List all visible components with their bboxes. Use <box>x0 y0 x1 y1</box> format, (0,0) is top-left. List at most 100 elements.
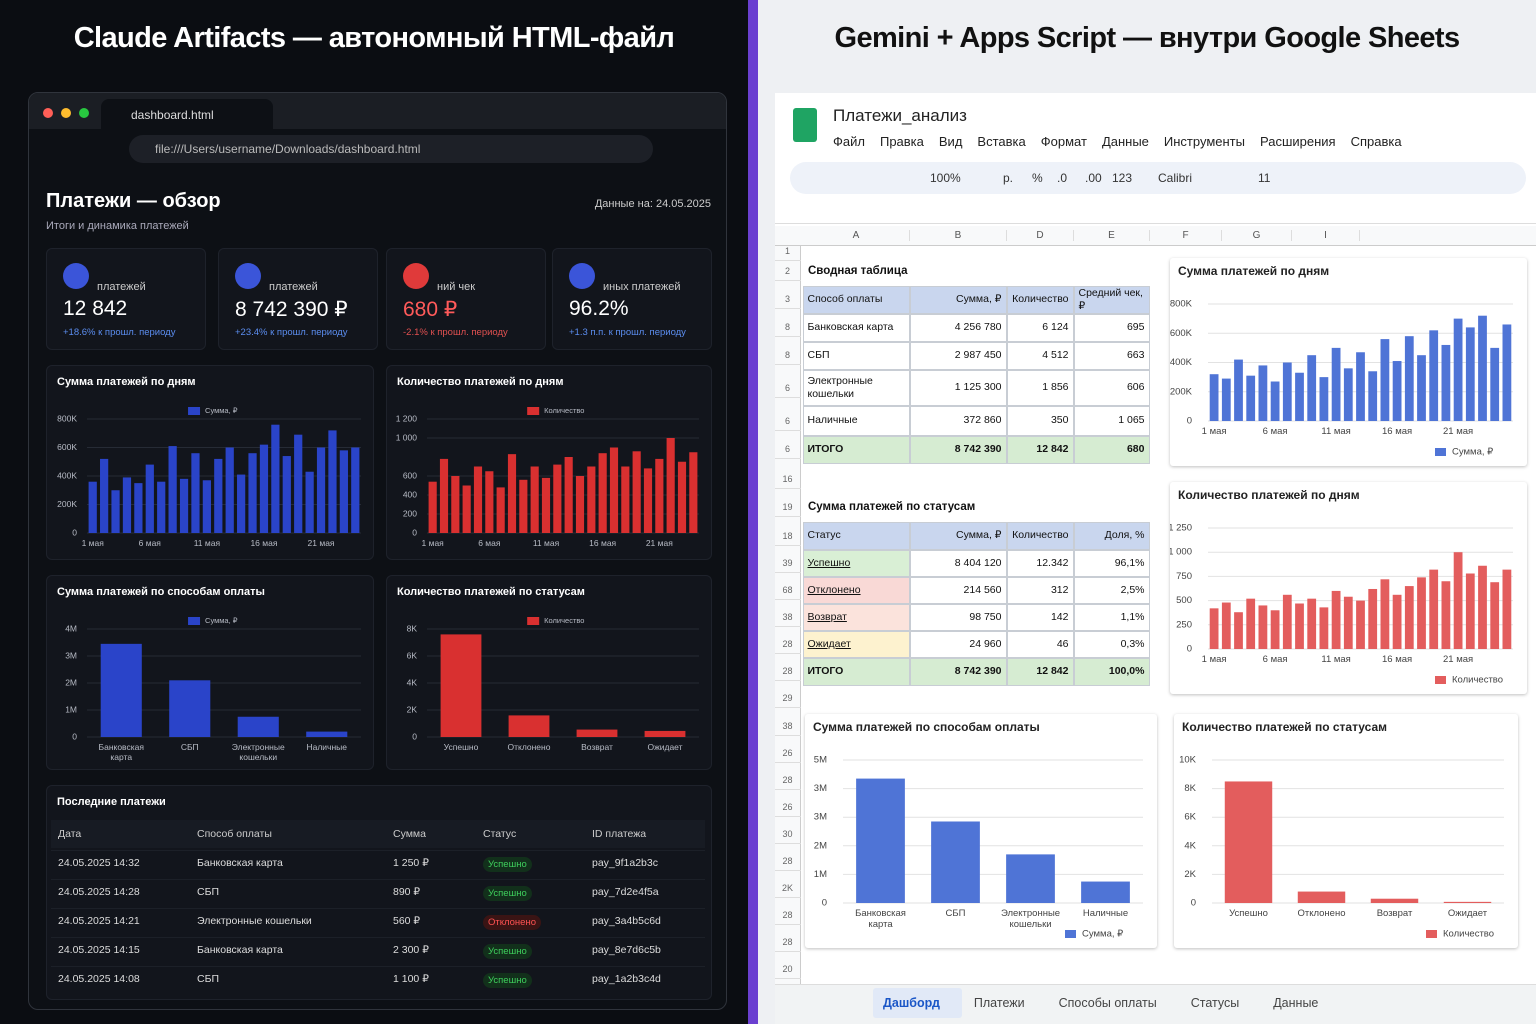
x-label-box: 6 мая <box>1263 426 1288 437</box>
row-line <box>775 707 801 708</box>
toolbar-item[interactable]: .0 <box>1057 171 1068 185</box>
table-cell: Банковская карта <box>197 857 283 869</box>
bar <box>1221 378 1231 421</box>
x-label-box: 16 мая <box>589 538 616 548</box>
toolbar-item[interactable]: 11 <box>1258 171 1271 185</box>
bar <box>248 453 257 533</box>
bar <box>202 480 211 533</box>
bar <box>1417 577 1426 649</box>
legend-label: Количество <box>544 406 584 415</box>
bar <box>609 447 619 533</box>
kpi-icon <box>235 263 261 289</box>
legend-swatch <box>1435 676 1446 684</box>
x-tick-label: 21 мая <box>1443 654 1474 665</box>
table-cell: Отклонено <box>802 576 910 604</box>
x-tick-label: Отклонено <box>1297 908 1346 919</box>
bar <box>1224 781 1273 903</box>
menu-item[interactable]: Вид <box>938 134 963 149</box>
table-header: Способ оплаты <box>197 828 272 840</box>
formula-bar <box>775 200 1536 224</box>
sheet-tab[interactable]: Платежи <box>973 996 1025 1010</box>
x-tick-label: 1 мая <box>81 538 104 548</box>
bar <box>564 457 573 533</box>
menu-item[interactable]: Файл <box>833 134 865 149</box>
y-tick-label: 4K <box>1184 840 1196 851</box>
bar <box>237 716 279 737</box>
x-tick-label: 1 мая <box>1201 426 1227 437</box>
browser-tab[interactable]: dashboard.html <box>101 99 273 129</box>
kpi-card: платежей 12 842 +18.6% к прошл. периоду <box>46 248 206 350</box>
y-tick-label: 2M <box>65 677 77 687</box>
row-sep <box>51 937 705 938</box>
table-cell: 2 300 ₽ <box>393 944 429 956</box>
sheet-tab[interactable]: Способы оплаты <box>1058 996 1157 1010</box>
x-tick-label: СБП <box>945 908 966 919</box>
table-cell: 8 742 390 <box>909 657 1007 686</box>
recent-card: Последние платежи Дата Способ оплаты Сумма С… <box>46 785 712 1000</box>
chart: Количество платежей по дням 0 200 400 600 1 0… <box>396 376 699 548</box>
legend-swatch <box>527 617 540 625</box>
bar <box>1368 588 1378 649</box>
kpi-delta: +18.6% к прошл. периоду <box>63 327 176 338</box>
sheet-tab[interactable]: Данные <box>1273 996 1319 1010</box>
legend-label: Сумма, ₽ <box>205 616 238 625</box>
table-cell: 24.05.2025 14:28 <box>58 886 140 898</box>
y-tick-label: 750 <box>1176 571 1192 582</box>
table-cell: 8 404 120 <box>909 549 1007 577</box>
min-dot[interactable] <box>61 108 71 118</box>
bar <box>1429 569 1439 649</box>
bar <box>1331 590 1341 649</box>
menu-item[interactable]: Правка <box>879 134 924 149</box>
x-label-box: Ожидает <box>1448 908 1487 919</box>
bar <box>179 478 189 533</box>
row-number: 28 <box>782 775 793 785</box>
y-tick-label: 0 <box>412 527 417 537</box>
x-tick-label: 11 мая <box>532 538 560 548</box>
address-bar[interactable]: file:///Users/username/Downloads/dashboa… <box>129 135 653 163</box>
bar <box>351 447 360 533</box>
y-tick-label: 10K <box>1179 755 1197 766</box>
bar <box>1441 581 1451 649</box>
toolbar-item[interactable]: Calibri <box>1158 171 1193 185</box>
row-number: 29 <box>782 693 793 703</box>
column-letter: A <box>803 230 910 241</box>
bar <box>1331 347 1341 421</box>
toolbar-item[interactable]: .00 <box>1085 171 1102 185</box>
max-dot[interactable] <box>79 108 89 118</box>
table-cell: Успешно <box>802 549 910 577</box>
bar <box>1295 372 1304 421</box>
menu-item[interactable]: Расширения <box>1259 134 1336 149</box>
table-cell: pay_8e7d6c5b <box>592 944 661 956</box>
menu-item[interactable]: Формат <box>1040 134 1087 149</box>
y-tick-label: 400K <box>1170 357 1193 368</box>
bar <box>575 476 585 533</box>
bar <box>1246 598 1256 649</box>
row-line <box>775 488 801 489</box>
kpi-icon <box>63 263 89 289</box>
legend-label: Количество <box>1452 675 1503 686</box>
table-cell: 96,1% <box>1073 549 1150 577</box>
menu-item[interactable]: Вставка <box>977 134 1026 149</box>
menu-item[interactable]: Справка <box>1350 134 1402 149</box>
toolbar-item[interactable]: % <box>1032 171 1043 185</box>
row-line <box>775 816 801 817</box>
sheet-tab[interactable]: Дашборд <box>873 988 962 1018</box>
close-dot[interactable] <box>43 108 53 118</box>
bar <box>1307 355 1317 421</box>
table-cell: 1,1% <box>1073 603 1150 631</box>
menu-item[interactable]: Данные <box>1101 134 1149 149</box>
table-cell: Количество <box>1006 521 1074 550</box>
toolbar-item[interactable]: 100% <box>930 171 961 185</box>
bar <box>1490 347 1500 421</box>
sheet-tab[interactable]: Статусы <box>1190 996 1240 1010</box>
x-tick-label: 11 мая <box>1321 654 1351 665</box>
bar <box>666 438 675 533</box>
menu-item[interactable]: Инструменты <box>1163 134 1245 149</box>
toolbar-item[interactable]: 123 <box>1112 171 1133 185</box>
y-tick-label: 200 <box>403 508 417 518</box>
kpi-value: 12 842 <box>63 297 128 320</box>
toolbar-item[interactable]: р. <box>1003 171 1014 185</box>
y-tick-label: 1M <box>65 704 77 714</box>
row-line <box>775 599 801 600</box>
bar <box>1404 586 1414 649</box>
